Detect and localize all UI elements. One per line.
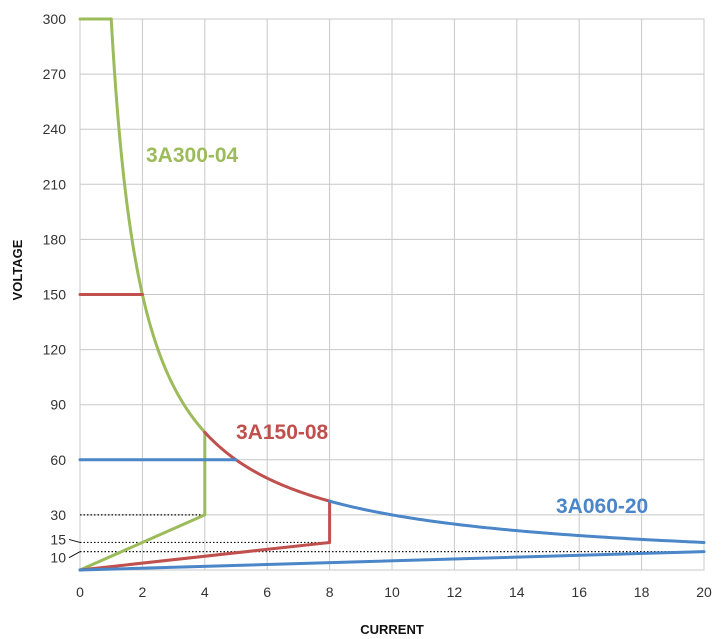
series-line [78, 550, 706, 572]
y-tick-label: 180 [43, 231, 67, 247]
y-tick-label: 150 [43, 287, 67, 303]
x-tick-label: 14 [509, 584, 525, 600]
y-tick-label: 30 [50, 507, 66, 523]
series-line [328, 499, 706, 544]
x-tick-label: 8 [326, 584, 334, 600]
series-label: 3A150-08 [236, 421, 329, 444]
series-labels: 3A300-04 3A150-08 3A060-20 [146, 144, 648, 518]
y-tick-label: 210 [43, 176, 67, 192]
x-tick-label: 6 [263, 584, 271, 600]
series-3A150-08 [78, 293, 332, 572]
series-line [109, 17, 207, 434]
x-tick-label: 4 [201, 584, 209, 600]
y-tick-label: 15 [50, 531, 66, 547]
series-label: 3A300-04 [146, 144, 239, 167]
y-tick-labels: 10 15 30 60 90 120 150 180 210 240 270 300 [43, 11, 67, 566]
y-tick-label: 270 [43, 66, 67, 82]
y-tick-label: 10 [50, 550, 66, 566]
x-tick-label: 18 [634, 584, 650, 600]
grid [79, 18, 705, 571]
x-tick-label: 2 [139, 584, 147, 600]
y-tick-label: 120 [43, 342, 67, 358]
y-tick-label: 300 [43, 11, 67, 27]
reference-lines [68, 514, 704, 559]
series-lines [78, 17, 706, 572]
tick-leader [68, 551, 81, 559]
series-line [78, 499, 332, 572]
y-tick-label: 240 [43, 121, 67, 137]
x-tick-label: 12 [447, 584, 463, 600]
x-tick-label: 0 [76, 584, 84, 600]
series-label: 3A060-20 [556, 495, 648, 518]
x-tick-label: 16 [571, 584, 587, 600]
x-tick-label: 20 [696, 584, 712, 600]
tick-leader [68, 538, 81, 543]
x-tick-labels: 0 2 4 6 8 10 12 14 16 18 20 [76, 584, 712, 600]
y-tick-label: 90 [50, 397, 66, 413]
series-line [203, 430, 332, 503]
series-3A060-20 [78, 458, 706, 572]
x-axis-title: CURRENT [360, 622, 424, 637]
x-tick-label: 10 [384, 584, 400, 600]
y-tick-label: 60 [50, 452, 66, 468]
y-axis-title: VOLTAGE [10, 239, 25, 300]
